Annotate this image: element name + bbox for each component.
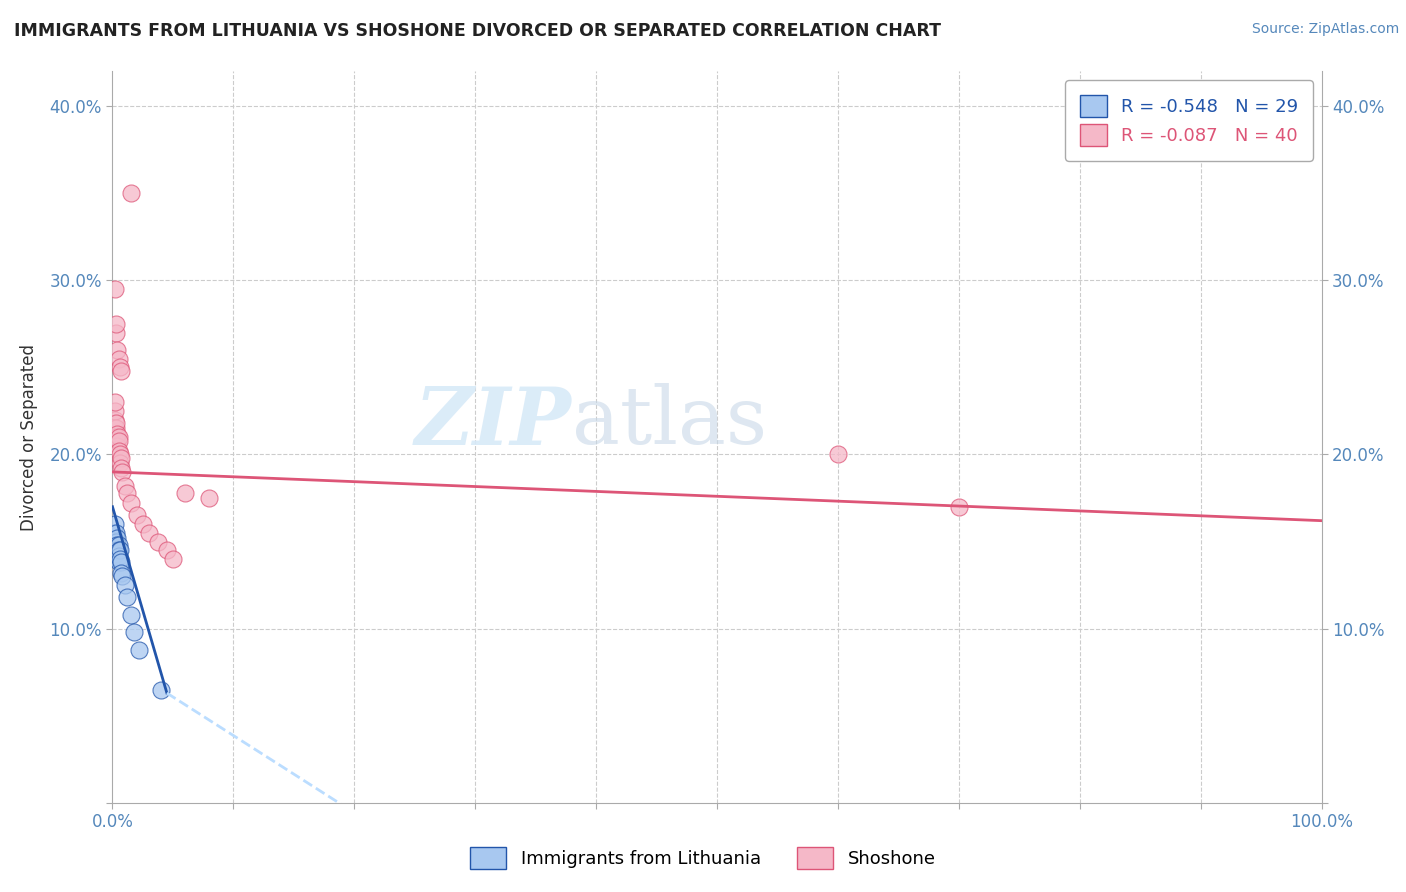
Point (104, 395, 127, 409)
Point (105, 326, 128, 340)
Point (107, 549, 129, 563)
Text: ZIP: ZIP (415, 384, 572, 461)
Point (115, 591, 138, 605)
Point (107, 434, 129, 448)
Point (122, 625, 145, 640)
Point (103, 421, 125, 435)
Point (108, 543, 131, 558)
Point (198, 491, 221, 505)
Point (149, 682, 172, 697)
Point (103, 430, 125, 444)
Point (110, 364, 132, 378)
Point (114, 479, 136, 493)
Point (114, 578, 136, 592)
Point (162, 552, 184, 566)
Point (107, 556, 129, 570)
Point (105, 531, 128, 545)
Point (105, 543, 128, 558)
Point (107, 444, 129, 458)
Point (105, 525, 128, 540)
Point (105, 552, 128, 566)
Point (132, 517, 155, 532)
Point (107, 430, 129, 444)
Point (110, 556, 132, 570)
Point (105, 538, 128, 552)
Point (103, 525, 125, 540)
Point (148, 534, 170, 549)
Point (105, 421, 128, 435)
Point (120, 496, 142, 510)
Point (125, 508, 148, 523)
Point (104, 404, 127, 418)
Text: Source: ZipAtlas.com: Source: ZipAtlas.com (1251, 22, 1399, 37)
Point (103, 543, 125, 558)
Point (108, 360, 131, 375)
Point (105, 534, 128, 549)
Legend: Immigrants from Lithuania, Shoshone: Immigrants from Lithuania, Shoshone (461, 838, 945, 879)
Point (108, 456, 131, 470)
Point (105, 416, 128, 430)
Text: IMMIGRANTS FROM LITHUANIA VS SHOSHONE DIVORCED OR SEPARATED CORRELATION CHART: IMMIGRANTS FROM LITHUANIA VS SHOSHONE DI… (14, 22, 941, 40)
Point (111, 569, 134, 583)
Point (104, 534, 127, 549)
Point (105, 543, 128, 558)
Y-axis label: Divorced or Separated: Divorced or Separated (21, 343, 38, 531)
Point (107, 543, 129, 558)
Point (105, 343, 128, 357)
Point (110, 450, 132, 465)
Text: atlas: atlas (572, 384, 768, 461)
Point (156, 543, 179, 558)
Point (105, 430, 128, 444)
Point (107, 538, 129, 552)
Point (105, 547, 128, 561)
Point (120, 607, 142, 622)
Point (110, 461, 132, 475)
Point (948, 500, 970, 514)
Point (105, 538, 128, 552)
Point (107, 351, 129, 366)
Point (104, 517, 127, 532)
Point (827, 448, 849, 462)
Point (120, 186, 142, 201)
Point (105, 317, 128, 331)
Point (108, 552, 131, 566)
Point (104, 538, 127, 552)
Point (115, 485, 138, 500)
Point (105, 434, 128, 448)
Point (111, 465, 134, 479)
Point (105, 426, 128, 441)
Point (174, 485, 197, 500)
Point (110, 566, 132, 580)
Point (128, 642, 150, 657)
Point (108, 448, 131, 462)
Point (104, 412, 127, 426)
Point (104, 282, 127, 296)
Point (138, 525, 160, 540)
Legend: R = -0.548   N = 29, R = -0.087   N = 40: R = -0.548 N = 29, R = -0.087 N = 40 (1066, 80, 1313, 161)
Point (105, 439, 128, 453)
